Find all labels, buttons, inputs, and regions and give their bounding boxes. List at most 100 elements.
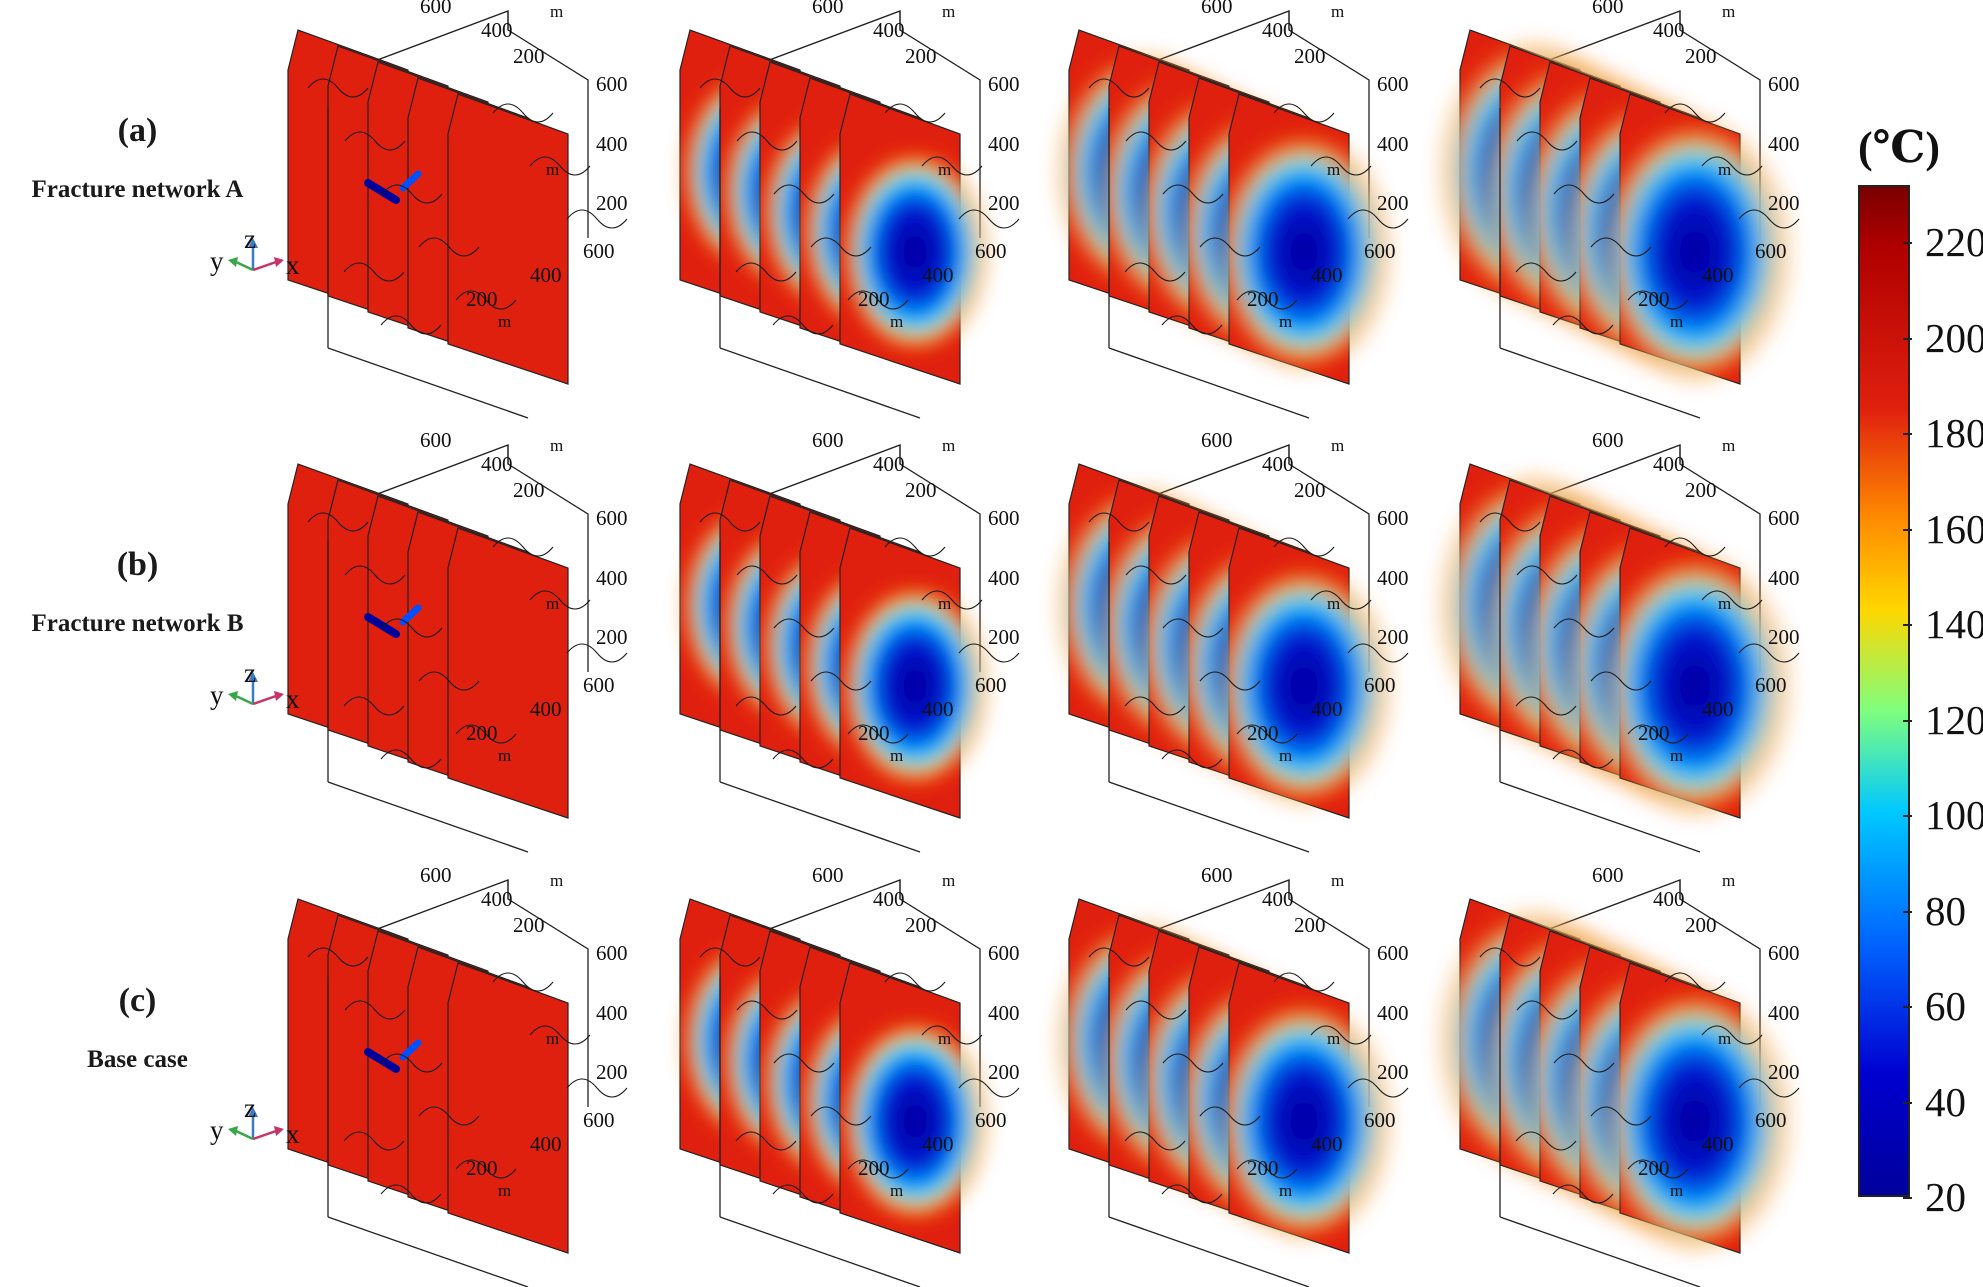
fracture-trace bbox=[492, 972, 554, 992]
temperature-panel: 600 400 200 600 400 200 600 400 200 m m m bbox=[660, 863, 1040, 1287]
colorbar-tick-mark bbox=[1903, 624, 1912, 627]
axis-unit: m bbox=[1331, 436, 1345, 455]
axis-tick-label: 600 bbox=[1592, 0, 1624, 18]
axis-tick-label: 600 bbox=[812, 863, 844, 887]
fracture-trace bbox=[307, 512, 369, 532]
axis-tick-label: 400 bbox=[1768, 132, 1800, 156]
axis-tick-label: 600 bbox=[1377, 506, 1409, 530]
axis-tick-label: 400 bbox=[1262, 887, 1294, 911]
axis-tick-label: 200 bbox=[1294, 44, 1326, 68]
temperature-panel: 600 400 200 600 400 200 600 400 200 m m m z x y bbox=[210, 863, 648, 1287]
axis-tick-label: 600 bbox=[1364, 673, 1396, 697]
fracture-trace bbox=[1088, 947, 1150, 967]
axis-unit: m bbox=[1670, 1181, 1684, 1200]
axis-unit: m bbox=[938, 594, 952, 613]
fracture-trace bbox=[1124, 696, 1186, 716]
temperature-panel: 600 400 200 600 400 200 600 400 200 m m m z x y bbox=[210, 0, 648, 419]
axis-tick-label: 200 bbox=[858, 1156, 890, 1180]
cube-edge bbox=[327, 347, 529, 419]
fracture-trace bbox=[344, 1000, 406, 1020]
fracture-trace bbox=[699, 947, 761, 967]
fracture-trace bbox=[810, 671, 872, 691]
axis-tick-label: 400 bbox=[530, 263, 562, 287]
colorbar-tick-label: 80 bbox=[1925, 887, 1966, 934]
temperature-panel: 600 400 200 600 400 200 600 400 200 m m m bbox=[1049, 0, 1429, 419]
axis-tick-label: 400 bbox=[596, 132, 628, 156]
fracture-trace bbox=[1479, 78, 1541, 98]
axis-unit: m bbox=[942, 871, 956, 890]
axis-tick-label: 600 bbox=[1755, 673, 1787, 697]
fracture-trace bbox=[1590, 671, 1652, 691]
fracture-trace bbox=[772, 749, 834, 769]
fracture-trace bbox=[1161, 1184, 1223, 1204]
fracture-trace bbox=[921, 1025, 983, 1045]
axis-unit: m bbox=[550, 871, 564, 890]
colorbar-tick-label: 220 bbox=[1925, 219, 1983, 266]
axis-tick-label: 200 bbox=[1377, 625, 1409, 649]
axis-tick-label: 400 bbox=[1653, 887, 1685, 911]
fracture-trace bbox=[1590, 237, 1652, 257]
cube-slice-plot bbox=[228, 444, 628, 853]
cube-slice-plot bbox=[1061, 879, 1409, 1287]
axis-unit: m bbox=[1331, 2, 1345, 21]
fracture-trace bbox=[810, 1106, 872, 1126]
axis-unit: m bbox=[1722, 2, 1736, 21]
axis-tick-label: 600 bbox=[975, 239, 1007, 263]
colorbar-tick-mark bbox=[1903, 242, 1912, 245]
triad-y-label: y bbox=[210, 1115, 224, 1145]
axis-tick-label: 200 bbox=[1247, 1156, 1279, 1180]
colorbar-gradient bbox=[1858, 185, 1910, 1197]
fracture-trace bbox=[773, 184, 835, 204]
cube-edge bbox=[1288, 11, 1370, 238]
axis-unit: m bbox=[1331, 871, 1345, 890]
triad-x-label: x bbox=[286, 250, 300, 280]
x-axis-arrow bbox=[252, 260, 277, 272]
fracture-trace bbox=[1479, 947, 1541, 967]
fracture-trace bbox=[307, 78, 369, 98]
axis-tick-label: 200 bbox=[513, 478, 545, 502]
fracture-trace bbox=[380, 315, 442, 335]
fracture-trace bbox=[699, 512, 761, 532]
temperature-slice bbox=[447, 527, 569, 819]
fracture-trace bbox=[1347, 209, 1409, 229]
fracture-trace bbox=[380, 1184, 442, 1204]
axis-tick-label: 600 bbox=[1377, 941, 1409, 965]
axis-tick-label: 400 bbox=[922, 1132, 954, 1156]
axis-tick-label: 600 bbox=[812, 428, 844, 452]
fracture-trace bbox=[847, 290, 909, 310]
fracture-trace bbox=[1553, 184, 1615, 204]
fracture-trace bbox=[1552, 1184, 1614, 1204]
fracture-trace bbox=[773, 1053, 835, 1073]
fracture-trace bbox=[455, 1159, 517, 1179]
axis-tick-label: 200 bbox=[1768, 625, 1800, 649]
fracture-trace bbox=[1273, 103, 1335, 123]
cube-slice-plot bbox=[228, 10, 628, 419]
fracture-trace bbox=[566, 209, 628, 229]
axis-tick-label: 200 bbox=[858, 287, 890, 311]
triad-z-label: z bbox=[244, 1093, 256, 1123]
axis-tick-label: 400 bbox=[922, 697, 954, 721]
axis-tick-label: 400 bbox=[481, 887, 513, 911]
fracture-trace bbox=[773, 618, 835, 638]
fracture-trace bbox=[380, 749, 442, 769]
cold-zone bbox=[1605, 996, 1785, 1246]
axis-tick-label: 600 bbox=[975, 673, 1007, 697]
fracture-trace bbox=[1125, 1000, 1187, 1020]
fracture-trace bbox=[884, 972, 946, 992]
fracture-trace bbox=[1479, 512, 1541, 532]
fracture-trace bbox=[1701, 590, 1763, 610]
axis-tick-label: 400 bbox=[873, 452, 905, 476]
axis-tick-label: 400 bbox=[1311, 263, 1343, 287]
axis-tick-label: 200 bbox=[1685, 478, 1717, 502]
axis-unit: m bbox=[1279, 312, 1293, 331]
cube-edge bbox=[1679, 445, 1761, 672]
axis-tick-label: 200 bbox=[1377, 191, 1409, 215]
colorbar-tick-mark bbox=[1903, 815, 1912, 818]
fracture-trace bbox=[529, 1025, 591, 1045]
fracture-trace bbox=[1627, 724, 1689, 744]
fracture-trace bbox=[735, 1131, 797, 1151]
fracture-trace bbox=[1162, 1053, 1224, 1073]
axis-tick-label: 600 bbox=[1364, 1108, 1396, 1132]
axis-tick-label: 200 bbox=[905, 44, 937, 68]
axis-tick-label: 200 bbox=[596, 625, 628, 649]
